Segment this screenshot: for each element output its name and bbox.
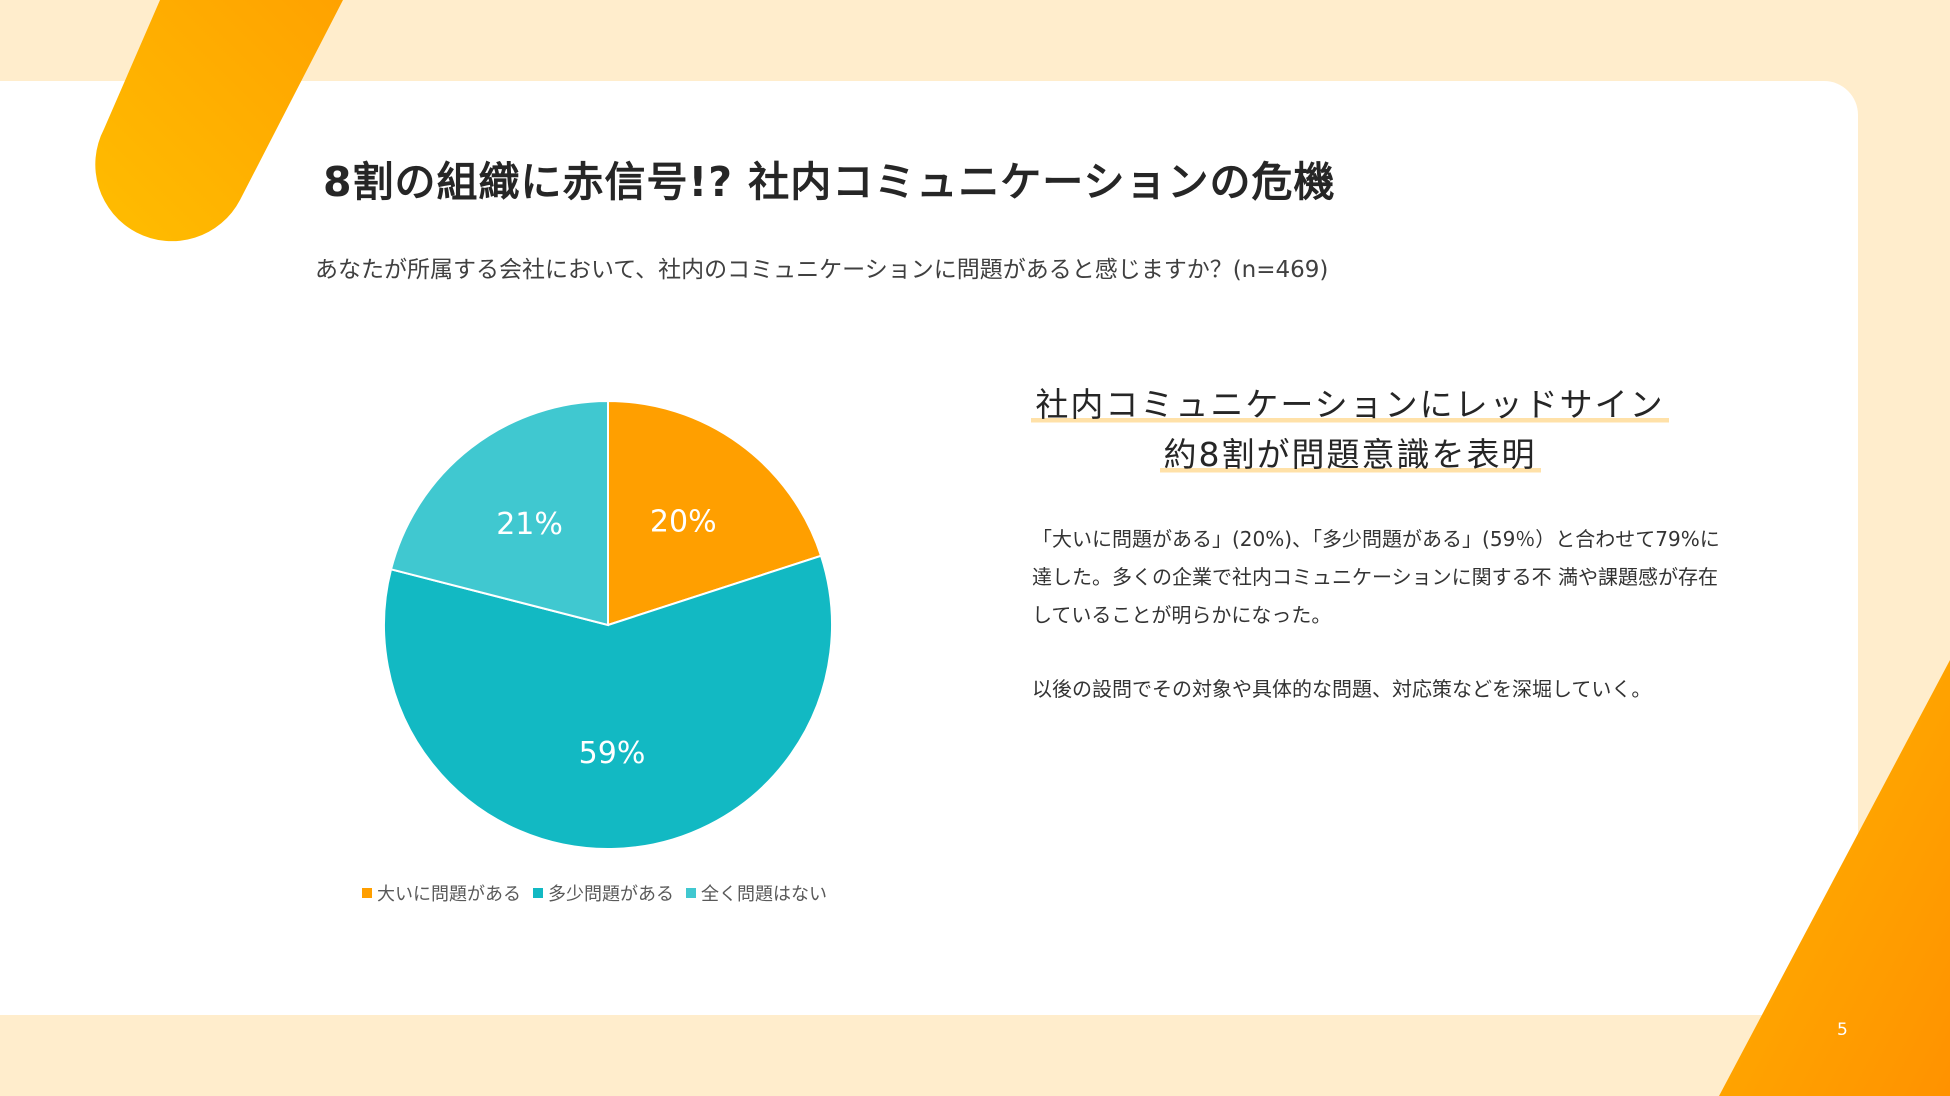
legend-label: 全く問題はない — [701, 884, 827, 905]
page-number: 5 — [1837, 1020, 1848, 1040]
headline-line-2: 約8割が問題意識を表明 — [1159, 435, 1541, 475]
legend-swatch — [686, 888, 696, 898]
page-title: 8割の組織に赤信号!? 社内コミュニケーションの危機 — [323, 158, 1336, 206]
key-finding-headline: 社内コミュニケーションにレッドサイン 約8割が問題意識を表明 — [1030, 380, 1670, 480]
legend-item: 多少問題がある — [533, 880, 674, 906]
legend-label: 多少問題がある — [548, 884, 674, 905]
pie-slice-label: 59% — [579, 736, 646, 771]
legend-item: 全く問題はない — [686, 880, 827, 906]
headline-line-1: 社内コミュニケーションにレッドサイン — [1031, 385, 1669, 425]
pie-slice-major-problem — [607, 399, 823, 627]
pie-slice-label: 21% — [496, 507, 563, 542]
pie-slice-some-problem — [383, 554, 833, 850]
description-paragraph: 以後の設問でその対象や具体的な問題、対応策などを深堀していく。 — [1032, 677, 1652, 701]
legend-swatch — [362, 888, 372, 898]
survey-question: あなたが所属する会社において、社内のコミュニケーションに問題があると感じますか？… — [315, 257, 1329, 283]
pie-chart: 20% 59% 21% — [383, 399, 833, 850]
legend-label: 大いに問題がある — [377, 884, 521, 905]
legend-swatch — [533, 888, 543, 898]
pie-slice-no-problem — [389, 399, 609, 627]
legend-item: 大いに問題がある — [362, 880, 521, 906]
finding-description: 「大いに問題がある」(20%)、「多少問題がある」(59％）と合わせて79%に達… — [1032, 520, 1722, 708]
description-paragraph: 「大いに問題がある」(20%)、「多少問題がある」(59％）と合わせて79%に達… — [1032, 527, 1720, 627]
chart-legend: 大いに問題がある 多少問題がある 全く問題はない — [362, 880, 839, 906]
pie-slice-label: 20% — [650, 504, 717, 539]
